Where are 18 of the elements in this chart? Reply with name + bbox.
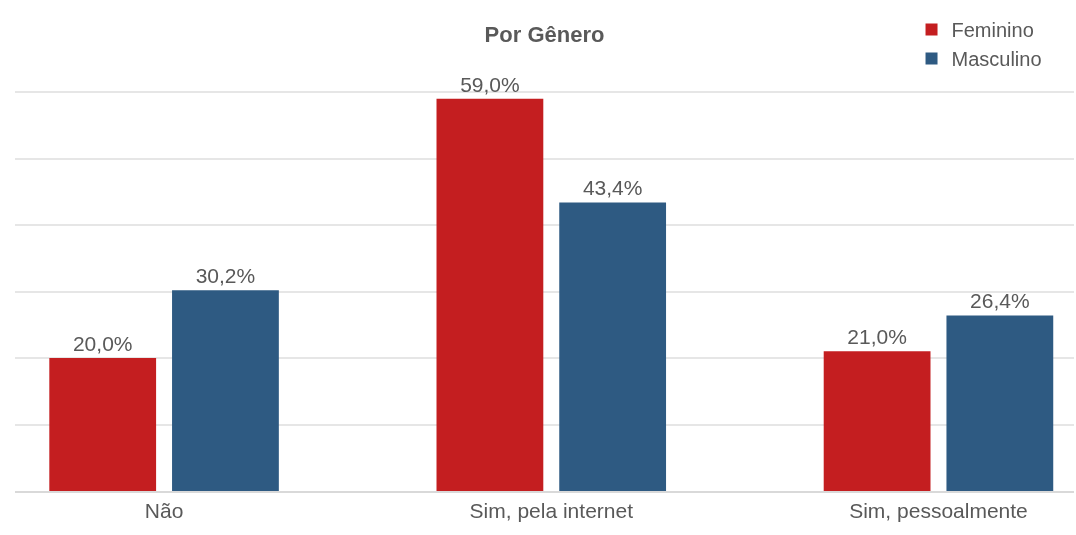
data-label: 20,0% [72,332,133,355]
bar [559,202,667,491]
data-label: 21,0% [847,325,907,349]
bar [946,315,1054,491]
legend-label: Feminino [951,19,1034,42]
legend-label: Masculino [951,48,1042,71]
x-tick-label: Não [144,499,184,523]
data-label: 59,0% [460,72,520,96]
data-label: 43,4% [582,176,643,200]
bar [49,358,157,491]
bar [172,290,279,491]
x-tick-label: Sim, pessoalmente [849,499,1028,523]
data-label: 30,2% [195,264,256,288]
data-label: 26,4% [970,289,1030,313]
bar [823,351,931,491]
bar [436,98,544,491]
chart-title: Por Gênero [484,21,605,47]
x-tick-label: Sim, pela internet [469,499,634,523]
